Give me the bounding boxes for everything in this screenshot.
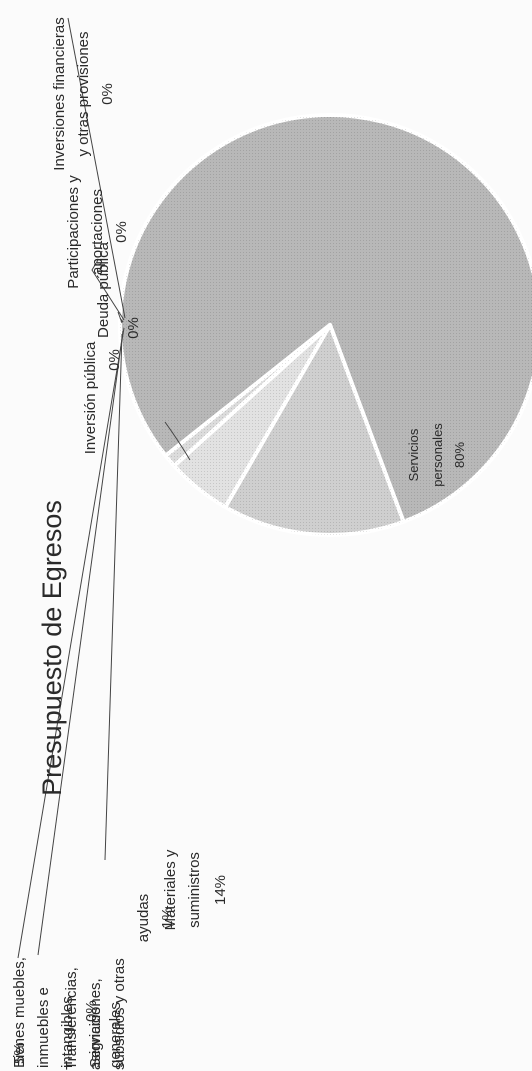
leader-lines	[17, 17, 191, 959]
label-line: subsidios y otras	[111, 958, 128, 1070]
leader-line-participaciones	[91, 259, 125, 321]
label-pct: 0%	[99, 83, 116, 105]
label-line: Bienes muebles,	[11, 957, 28, 1068]
leader-line-deuda	[119, 317, 124, 323]
leader-line-inversion-publica	[117, 311, 123, 324]
label-inversion-publica: Inversión pública 0%	[82, 341, 123, 454]
pie-slice-texture	[225, 325, 404, 535]
label-line: asignaciones,	[87, 978, 104, 1070]
label-bienes: Bienes muebles, inmuebles e intangibles …	[11, 957, 100, 1068]
label-inversiones-financieras: Inversiones financieras y otras provisio…	[51, 17, 116, 170]
chart-title: Presupuesto de Egresos	[37, 500, 67, 796]
label-servicios-personales: Servicios personales 80%	[406, 423, 467, 487]
label-line: y otras provisiones	[75, 31, 92, 156]
label-line: Participaciones y	[65, 175, 82, 289]
label-participaciones: Participaciones y aportaciones 0%	[65, 175, 130, 289]
label-line: Deuda pública	[95, 241, 112, 338]
label-transferencias: Transferencias, asignaciones, subsidios …	[63, 894, 176, 1070]
leader-line-transferencias	[104, 333, 123, 861]
label-line: intangibles	[59, 996, 76, 1068]
label-servicios-generales: Servicios generales 5%	[11, 1002, 124, 1068]
label-deuda-publica: Deuda pública 0%	[95, 241, 142, 338]
label-pct: 0%	[125, 317, 142, 339]
label-line: Transferencias,	[63, 967, 80, 1070]
label-line: Inversiones financieras	[51, 17, 68, 170]
leader-line-servicios-generales	[37, 330, 124, 956]
leader-line-materiales	[164, 421, 191, 461]
leader-line-bienes	[17, 327, 125, 959]
label-pct: 1%	[159, 907, 176, 929]
pie-slices	[118, 113, 532, 537]
label-line: generales	[107, 1002, 124, 1068]
label-line: suministros	[186, 852, 203, 928]
pie-slice-texture	[174, 325, 330, 508]
pie-slice-texture	[120, 115, 532, 522]
label-pct: 5%	[11, 1042, 28, 1064]
label-materiales: Materiales y suministros 14%	[162, 849, 229, 930]
slice-label-line: Servicios	[406, 428, 421, 481]
pie-slice-texture	[165, 325, 330, 466]
slice-label-line: personales	[430, 423, 445, 487]
label-line: Materiales y	[162, 849, 179, 930]
label-line: aportaciones	[89, 189, 106, 275]
slice-label-pct: 80%	[452, 442, 467, 468]
label-line: Servicios	[87, 1007, 104, 1068]
label-line: inmuebles e	[35, 987, 52, 1068]
label-pct: 14%	[212, 875, 229, 905]
label-line: Inversión pública	[82, 341, 99, 454]
label-pct: 0%	[83, 1000, 100, 1022]
label-pct: 0%	[106, 349, 123, 371]
label-line: ayudas	[135, 894, 152, 942]
leader-line-inversiones-financieras	[67, 17, 126, 319]
label-pct: 0%	[113, 221, 130, 243]
